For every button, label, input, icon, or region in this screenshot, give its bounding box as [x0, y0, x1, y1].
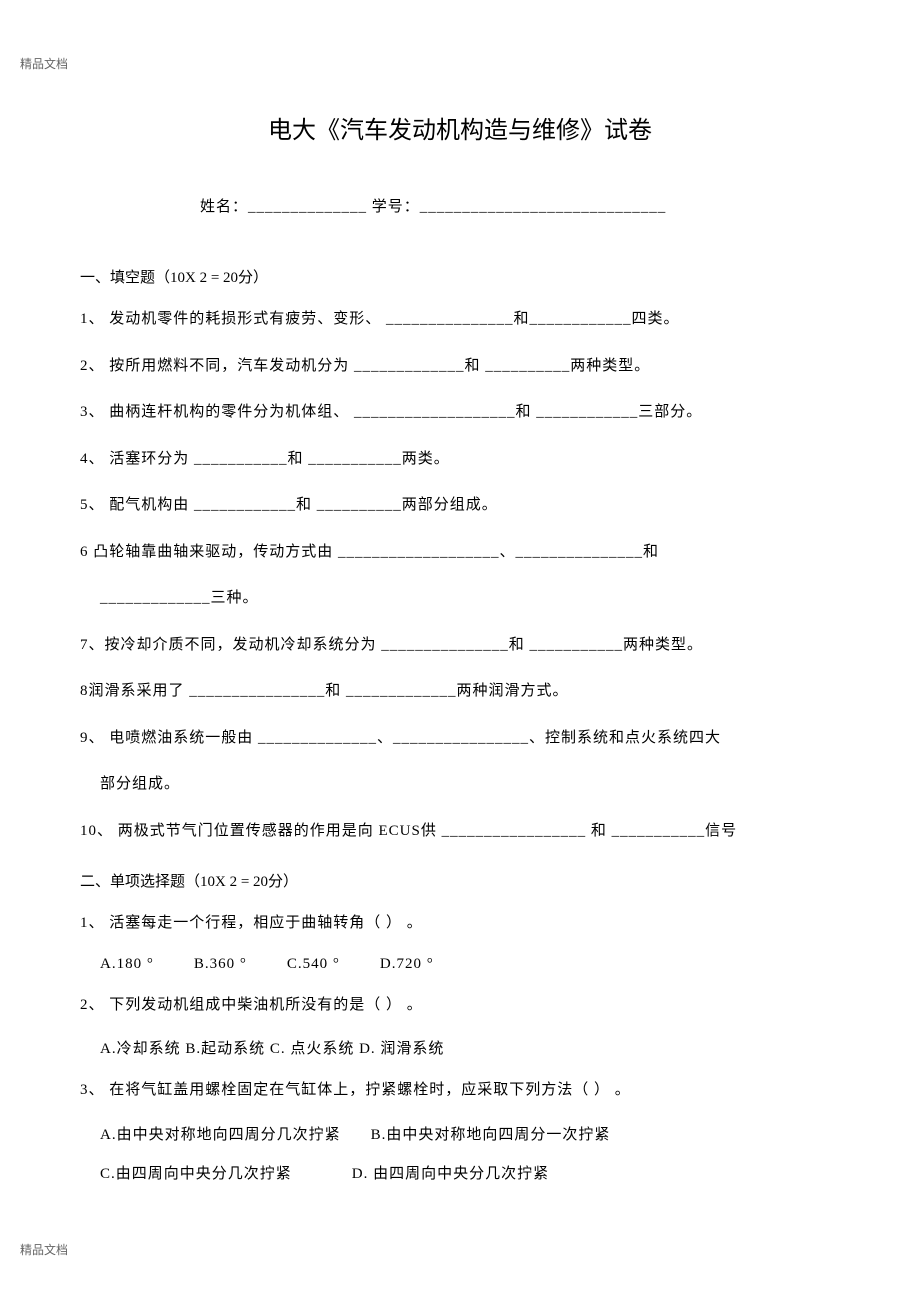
q1-6: 6 凸轮轴靠曲轴来驱动，传动方式由 ___________________、__…: [80, 538, 840, 567]
q1-5: 5、 配气机构由 ____________和 __________两部分组成。: [80, 491, 840, 520]
q1-3: 3、 曲柄连杆机构的零件分为机体组、 ___________________和 …: [80, 398, 840, 427]
q2-3-opt-b: B.由中央对称地向四周分一次拧紧: [371, 1123, 611, 1144]
q2-2-options: A.冷却系统 B.起动系统 C. 点火系统 D. 润滑系统: [80, 1037, 840, 1058]
q2-1-options: A.180 ° B.360 ° C.540 ° D.720 °: [80, 956, 840, 973]
q2-3-options: A.由中央对称地向四周分几次拧紧 B.由中央对称地向四周分一次拧紧 C.由四周向…: [80, 1123, 840, 1183]
q2-1-opt-c: C.540 °: [287, 956, 340, 973]
q1-9: 9、 电喷燃油系统一般由 ______________、____________…: [80, 724, 840, 753]
footer-label: 精品文档: [20, 1241, 68, 1258]
q1-10: 10、 两极式节气门位置传感器的作用是向 ECUS供 _____________…: [80, 817, 840, 846]
q2-1-opt-a: A.180 °: [100, 956, 154, 973]
q1-7: 7、按冷却介质不同，发动机冷却系统分为 _______________和 ___…: [80, 631, 840, 660]
q2-1: 1、 活塞每走一个行程，相应于曲轴转角（ ） 。: [80, 909, 840, 938]
q2-3-opt-c: C.由四周向中央分几次拧紧: [100, 1162, 292, 1183]
q1-4: 4、 活塞环分为 ___________和 ___________两类。: [80, 445, 840, 474]
name-id-line: 姓名：______________ 学号：___________________…: [80, 195, 840, 216]
section1-header: 一、填空题（10X 2 = 20分）: [80, 266, 840, 287]
q2-3: 3、 在将气缸盖用螺栓固定在气缸体上，拧紧螺栓时，应采取下列方法（ ） 。: [80, 1076, 840, 1105]
q1-1: 1、 发动机零件的耗损形式有疲劳、变形、 _______________和___…: [80, 305, 840, 334]
q1-8: 8润滑系采用了 ________________和 _____________两…: [80, 677, 840, 706]
q2-1-opt-b: B.360 °: [194, 956, 247, 973]
q2-1-opt-d: D.720 °: [380, 956, 434, 973]
q1-9-cont: 部分组成。: [80, 770, 840, 799]
q1-2: 2、 按所用燃料不同，汽车发动机分为 _____________和 ______…: [80, 352, 840, 381]
q2-3-opt-d: D. 由四周向中央分几次拧紧: [352, 1162, 549, 1183]
page-title: 电大《汽车发动机构造与维修》试卷: [80, 110, 840, 145]
q2-3-opt-a: A.由中央对称地向四周分几次拧紧: [100, 1123, 341, 1144]
section2-header: 二、单项选择题（10X 2 = 20分）: [80, 870, 840, 891]
header-label: 精品文档: [20, 55, 68, 72]
q1-6-cont: _____________三种。: [80, 584, 840, 613]
q2-2: 2、 下列发动机组成中柴油机所没有的是（ ） 。: [80, 991, 840, 1020]
